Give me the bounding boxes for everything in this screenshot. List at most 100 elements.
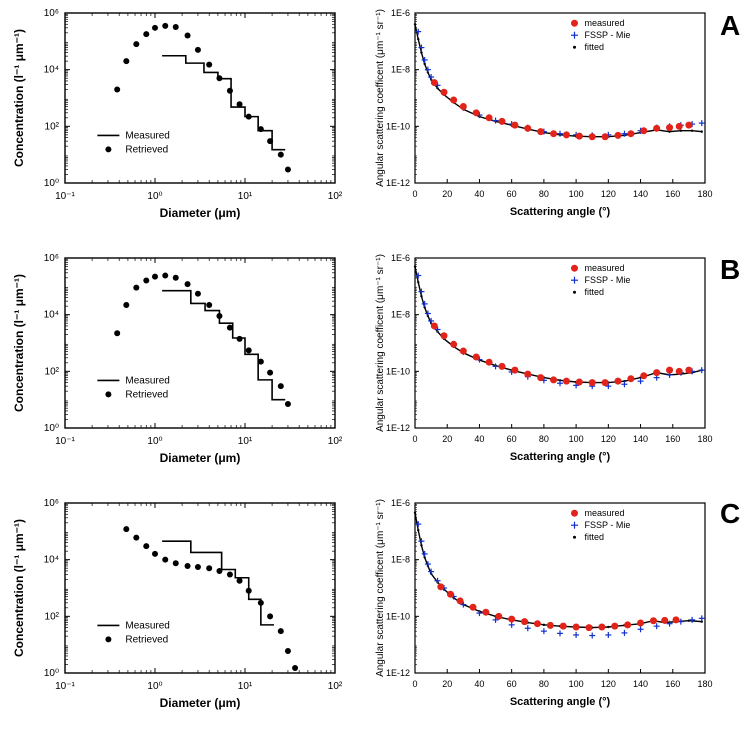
svg-text:10⁰: 10⁰ (147, 436, 162, 447)
svg-text:10¹: 10¹ (238, 436, 253, 447)
svg-text:1E-8: 1E-8 (391, 555, 410, 565)
svg-text:10⁴: 10⁴ (44, 65, 59, 76)
svg-text:180: 180 (697, 434, 712, 444)
svg-text:10²: 10² (45, 121, 60, 132)
svg-text:1E-8: 1E-8 (391, 310, 410, 320)
svg-text:10⁰: 10⁰ (44, 668, 59, 679)
svg-text:10²: 10² (45, 366, 60, 377)
svg-text:1E-10: 1E-10 (386, 611, 410, 621)
svg-text:10⁶: 10⁶ (44, 253, 59, 264)
svg-text:1E-12: 1E-12 (386, 668, 410, 678)
svg-text:Angular scattering coefficent: Angular scattering coefficent (μm⁻¹ sr⁻¹… (375, 254, 386, 432)
svg-text:160: 160 (665, 679, 680, 689)
svg-text:Retrieved: Retrieved (125, 144, 168, 155)
svg-text:10⁴: 10⁴ (44, 310, 59, 321)
scattering-B: 0 20 40 60 80 100 120 140 160 180 1E-12 1E-10 1E-8 1E… (375, 250, 735, 480)
size-distribution-B: 10⁻¹ 10⁰ 10¹ 10² 10⁰ 10² 10⁴ 10⁶ Diameter (μm) Co… (0, 250, 360, 480)
svg-text:0: 0 (412, 189, 417, 199)
svg-text:Concentration (l⁻¹ μm⁻¹): Concentration (l⁻¹ μm⁻¹) (12, 274, 26, 412)
svg-text:fitted: fitted (585, 532, 605, 542)
svg-text:80: 80 (539, 679, 549, 689)
svg-text:Angular scattering coefficent: Angular scattering coefficent (μm⁻¹ sr⁻¹… (375, 499, 386, 677)
svg-text:60: 60 (507, 189, 517, 199)
svg-text:180: 180 (697, 189, 712, 199)
svg-text:160: 160 (665, 434, 680, 444)
svg-text:120: 120 (601, 679, 616, 689)
svg-text:10⁰: 10⁰ (147, 191, 162, 202)
svg-text:10⁶: 10⁶ (44, 8, 59, 19)
svg-text:1E-6: 1E-6 (391, 8, 410, 18)
svg-text:100: 100 (569, 189, 584, 199)
svg-text:20: 20 (442, 434, 452, 444)
svg-text:120: 120 (601, 434, 616, 444)
svg-text:1E-8: 1E-8 (391, 65, 410, 75)
svg-text:1E-10: 1E-10 (386, 366, 410, 376)
svg-text:Scattering angle (°): Scattering angle (°) (510, 206, 611, 218)
svg-text:Scattering angle (°): Scattering angle (°) (510, 696, 611, 708)
svg-text:10²: 10² (328, 681, 343, 692)
svg-text:10²: 10² (328, 191, 343, 202)
svg-text:10⁻¹: 10⁻¹ (55, 681, 75, 692)
svg-text:1E-6: 1E-6 (391, 253, 410, 263)
svg-text:Diameter (μm): Diameter (μm) (160, 206, 241, 220)
size-distribution-C: 10⁻¹ 10⁰ 10¹ 10² 10⁰ 10² 10⁴ 10⁶ Diameter (μm) Co… (0, 495, 360, 725)
svg-text:10¹: 10¹ (238, 681, 253, 692)
svg-text:10⁰: 10⁰ (44, 423, 59, 434)
svg-text:FSSP - Mie: FSSP - Mie (585, 520, 631, 530)
svg-text:140: 140 (633, 434, 648, 444)
svg-text:0: 0 (412, 679, 417, 689)
scattering-A: 0 20 40 60 80 100 120 140 160 180 1E-12 1E-10 1E-8 1E… (375, 5, 735, 235)
svg-text:measured: measured (585, 508, 625, 518)
svg-text:180: 180 (697, 679, 712, 689)
svg-text:measured: measured (585, 263, 625, 273)
svg-text:10⁴: 10⁴ (44, 555, 59, 566)
svg-text:20: 20 (442, 189, 452, 199)
svg-text:80: 80 (539, 434, 549, 444)
svg-text:Concentration (l⁻¹ μm⁻¹): Concentration (l⁻¹ μm⁻¹) (12, 29, 26, 167)
svg-text:FSSP - Mie: FSSP - Mie (585, 275, 631, 285)
svg-text:Angular scattering coefficent: Angular scattering coefficent (μm⁻¹ sr⁻¹… (375, 9, 386, 187)
svg-text:1E-12: 1E-12 (386, 178, 410, 188)
svg-text:10²: 10² (45, 611, 60, 622)
svg-text:Scattering angle (°): Scattering angle (°) (510, 451, 611, 463)
svg-text:1E-10: 1E-10 (386, 121, 410, 131)
svg-text:Concentration (l⁻¹ μm⁻¹): Concentration (l⁻¹ μm⁻¹) (12, 519, 26, 657)
svg-text:100: 100 (569, 434, 584, 444)
svg-text:1E-6: 1E-6 (391, 498, 410, 508)
svg-text:Retrieved: Retrieved (125, 634, 168, 645)
svg-text:100: 100 (569, 679, 584, 689)
svg-text:1E-12: 1E-12 (386, 423, 410, 433)
svg-text:Measured: Measured (125, 130, 169, 141)
svg-text:fitted: fitted (585, 287, 605, 297)
svg-text:10¹: 10¹ (238, 191, 253, 202)
svg-text:Diameter (μm): Diameter (μm) (160, 451, 241, 465)
svg-text:140: 140 (633, 189, 648, 199)
svg-text:140: 140 (633, 679, 648, 689)
svg-text:Measured: Measured (125, 375, 169, 386)
scattering-C: 0 20 40 60 80 100 120 140 160 180 1E-12 1E-10 1E-8 1E… (375, 495, 735, 725)
figure-grid: A B C 10⁻¹10⁰10¹10²10⁰10²10⁴10⁶Diameter … (0, 0, 744, 732)
svg-text:80: 80 (539, 189, 549, 199)
svg-text:40: 40 (474, 679, 484, 689)
svg-text:60: 60 (507, 434, 517, 444)
svg-text:160: 160 (665, 189, 680, 199)
svg-text:fitted: fitted (585, 42, 605, 52)
size-distribution-A: 10⁻¹ 10⁰ 10¹ 10² 10⁰ 10² 10⁴ 10⁶ Diameter (μm) Co… (0, 5, 360, 235)
svg-text:measured: measured (585, 18, 625, 28)
svg-text:Measured: Measured (125, 620, 169, 631)
svg-text:20: 20 (442, 679, 452, 689)
svg-text:Diameter (μm): Diameter (μm) (160, 696, 241, 710)
svg-text:120: 120 (601, 189, 616, 199)
svg-text:60: 60 (507, 679, 517, 689)
svg-text:10⁻¹: 10⁻¹ (55, 191, 75, 202)
svg-text:10²: 10² (328, 436, 343, 447)
svg-text:40: 40 (474, 189, 484, 199)
svg-text:40: 40 (474, 434, 484, 444)
svg-text:10⁰: 10⁰ (147, 681, 162, 692)
svg-text:0: 0 (412, 434, 417, 444)
svg-text:10⁶: 10⁶ (44, 498, 59, 509)
svg-text:10⁻¹: 10⁻¹ (55, 436, 75, 447)
svg-text:10⁰: 10⁰ (44, 178, 59, 189)
svg-text:FSSP - Mie: FSSP - Mie (585, 30, 631, 40)
svg-text:Retrieved: Retrieved (125, 389, 168, 400)
